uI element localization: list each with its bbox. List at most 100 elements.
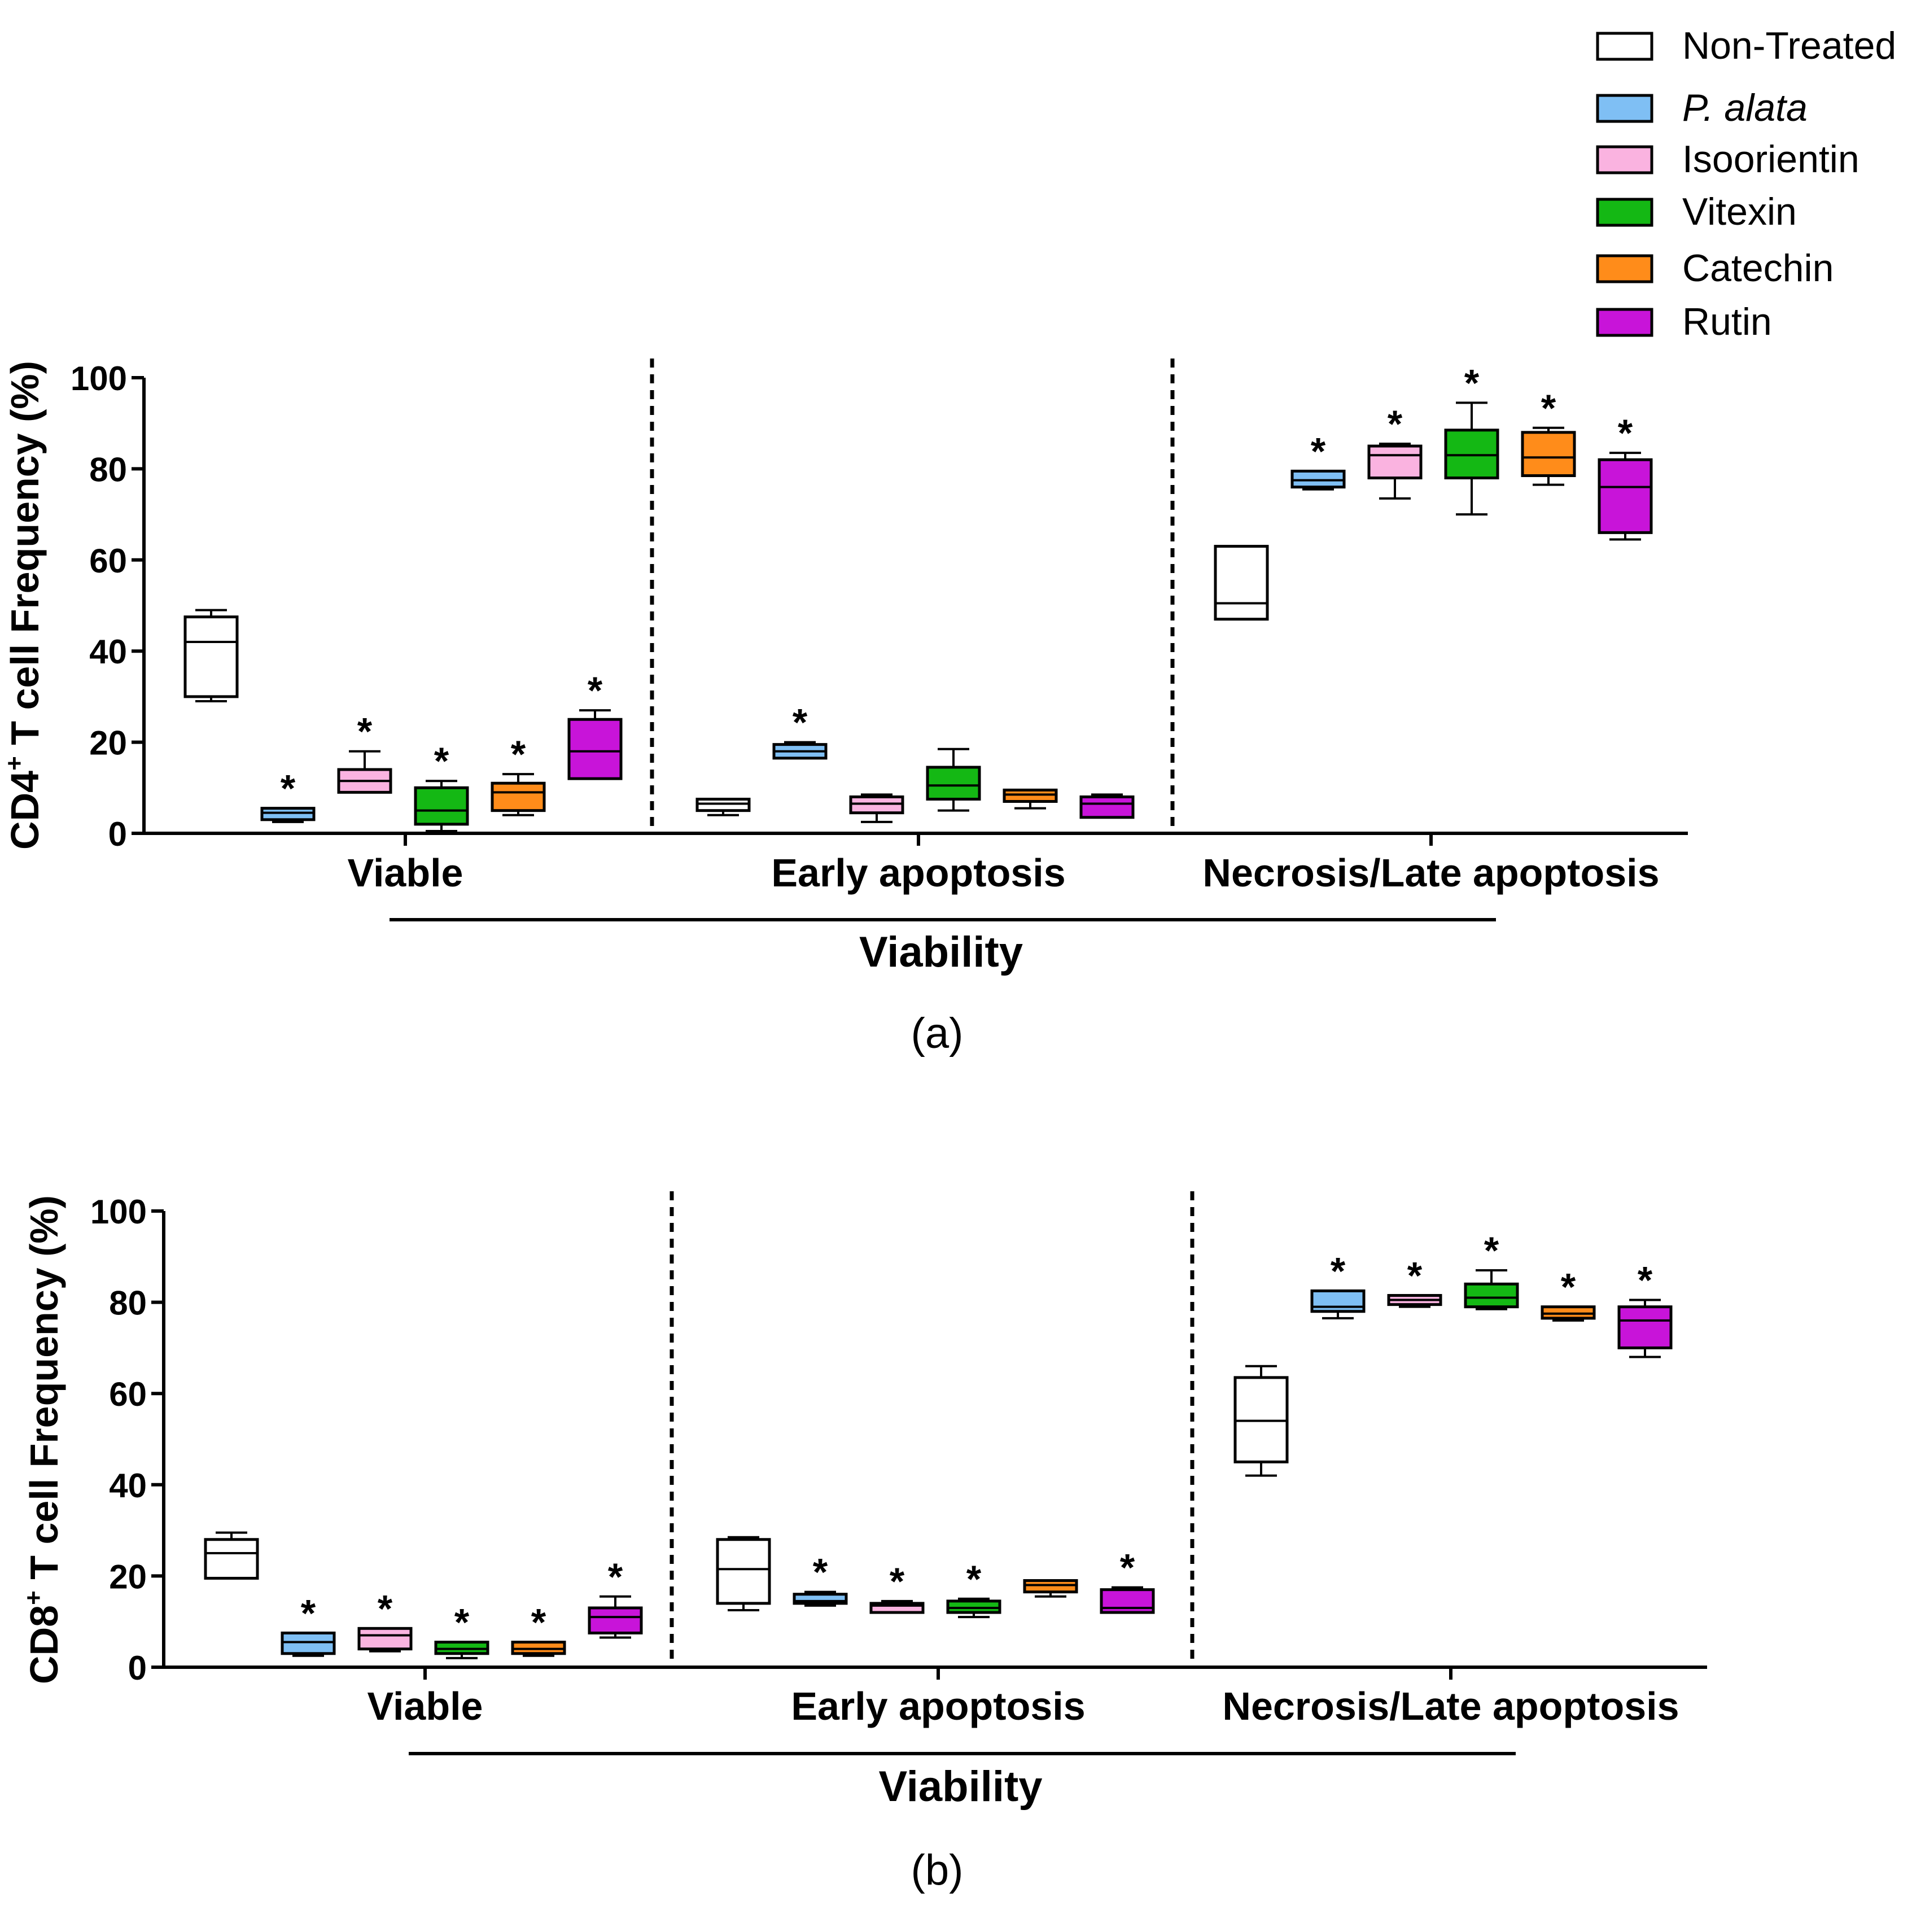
box-iqr <box>946 1599 1001 1614</box>
box-necrosis-late-apoptosis-vitexin: * <box>1444 361 1499 516</box>
box-necrosis-late-apoptosis-isoorientin: * <box>1387 1254 1442 1308</box>
panel-b: 0 20 40 60 80 100 CD8+ T cell Frequency (%) Via… <box>20 1191 1707 1894</box>
box-viable-rutin: * <box>567 669 623 780</box>
y-axis-title-prefix: CD4 <box>3 771 47 850</box>
box-early-apoptosis-non-treated <box>695 797 751 816</box>
box-iqr <box>204 1538 259 1580</box>
y-tick-label: 60 <box>109 1375 147 1413</box>
significance-star: * <box>813 1551 828 1594</box>
x-axis-title: Viability <box>859 928 1023 976</box>
legend: Non-Treated P. alata Isoorientin Vitexin Cat… <box>1596 24 1896 343</box>
box-early-apoptosis-non-treated <box>716 1536 771 1611</box>
box-early-apoptosis-catechin <box>1003 788 1058 810</box>
box-early-apoptosis-p-alata: * <box>772 701 828 760</box>
legend-label-catechin: Catechin <box>1682 247 1834 290</box>
box-viable-non-treated <box>183 609 239 702</box>
y-tick-label: 100 <box>90 1193 147 1231</box>
box-iqr <box>849 795 904 815</box>
category-label-viable: Viable <box>348 851 463 895</box>
box-iqr <box>1023 1579 1078 1594</box>
significance-star: * <box>1484 1229 1499 1272</box>
box-iqr <box>1079 795 1135 819</box>
box-iqr <box>716 1538 771 1605</box>
significance-star: * <box>588 669 603 712</box>
y-tick-label: 60 <box>89 542 127 580</box>
y-tick-label: 20 <box>89 724 127 762</box>
y-axis-title-suffix: T cell Frequency (%) <box>22 1195 66 1590</box>
box-viable-isoorientin: * <box>337 710 392 794</box>
legend-item-vitexin: Vitexin <box>1596 190 1797 233</box>
box-iqr <box>1290 469 1346 489</box>
y-tick-label: 40 <box>89 633 127 671</box>
category-label-early-apoptosis: Early apoptosis <box>771 851 1065 895</box>
box-necrosis-late-apoptosis-catechin: * <box>1541 1266 1596 1322</box>
legend-item-rutin: Rutin <box>1596 300 1772 343</box>
box-early-apoptosis-rutin: * <box>1100 1546 1155 1614</box>
legend-item-catechin: Catechin <box>1596 247 1834 290</box>
y-axis-title: CD8+ T cell Frequency (%) <box>20 1195 66 1684</box>
legend-label-rutin: Rutin <box>1682 300 1772 343</box>
significance-star: * <box>434 740 449 783</box>
significance-star: * <box>1541 387 1556 430</box>
box-iqr <box>588 1606 643 1634</box>
box-necrosis-late-apoptosis-non-treated <box>1214 545 1269 621</box>
box-iqr <box>260 807 316 821</box>
significance-star: * <box>1464 361 1480 404</box>
box-viable-vitexin: * <box>414 740 469 832</box>
legend-label-vitexin: Vitexin <box>1682 190 1797 233</box>
box-iqr <box>1214 545 1269 621</box>
category-label-early-apoptosis: Early apoptosis <box>791 1684 1085 1728</box>
significance-star: * <box>301 1592 316 1634</box>
significance-star: * <box>1120 1546 1135 1589</box>
significance-star: * <box>966 1558 982 1601</box>
y-tick-label: 80 <box>89 451 127 488</box>
box-early-apoptosis-vitexin: * <box>946 1558 1001 1619</box>
significance-star: * <box>531 1601 546 1644</box>
legend-swatch-vitexin <box>1596 198 1653 227</box>
panel-a: 0 20 40 60 80 100 CD4+ T cell Frequency (%) Via… <box>1 359 1688 1057</box>
box-early-apoptosis-catechin <box>1023 1579 1078 1598</box>
box-iqr <box>695 797 751 812</box>
panel-label: (b) <box>911 1846 964 1894</box>
box-iqr <box>926 766 981 801</box>
box-iqr <box>357 1627 413 1651</box>
box-early-apoptosis-isoorientin: * <box>869 1560 925 1614</box>
y-tick-label: 40 <box>109 1467 147 1505</box>
significance-star: * <box>1407 1254 1423 1297</box>
box-early-apoptosis-rutin <box>1079 793 1135 819</box>
box-iqr <box>491 781 546 812</box>
box-necrosis-late-apoptosis-p-alata: * <box>1290 430 1346 491</box>
legend-label-non-treated: Non-Treated <box>1682 24 1896 67</box>
box-necrosis-late-apoptosis-non-treated <box>1233 1365 1289 1477</box>
box-necrosis-late-apoptosis-p-alata: * <box>1310 1249 1366 1319</box>
box-iqr <box>511 1641 566 1655</box>
significance-star: * <box>890 1560 905 1603</box>
box-necrosis-late-apoptosis-vitexin: * <box>1464 1229 1519 1310</box>
box-iqr <box>414 786 469 826</box>
box-necrosis-late-apoptosis-catechin: * <box>1521 387 1576 486</box>
y-tick-label: 20 <box>109 1558 147 1596</box>
significance-star: * <box>1561 1266 1576 1309</box>
box-iqr <box>1541 1305 1596 1320</box>
y-axis-title-superscript: + <box>1 756 28 771</box>
box-iqr <box>1598 458 1653 534</box>
significance-star: * <box>281 767 296 810</box>
significance-star: * <box>608 1555 623 1598</box>
y-tick-label: 100 <box>71 360 127 397</box>
significance-star: * <box>793 701 808 744</box>
box-viable-catechin: * <box>511 1601 566 1657</box>
legend-swatch-non-treated <box>1596 32 1653 61</box>
category-label-necrosis-late-apoptosis: Necrosis/Late apoptosis <box>1202 851 1659 895</box>
legend-swatch-rutin <box>1596 308 1653 337</box>
box-iqr <box>1003 788 1058 803</box>
y-axis-title: CD4+ T cell Frequency (%) <box>1 361 47 850</box>
box-iqr <box>1617 1305 1673 1349</box>
box-iqr <box>1464 1282 1519 1309</box>
box-necrosis-late-apoptosis-rutin: * <box>1617 1259 1673 1358</box>
legend-swatch-p-alata <box>1596 94 1653 123</box>
significance-star: * <box>1311 430 1326 473</box>
significance-star: * <box>511 733 526 776</box>
box-iqr <box>567 718 623 780</box>
legend-label-p-alata: P. alata <box>1682 86 1808 129</box>
